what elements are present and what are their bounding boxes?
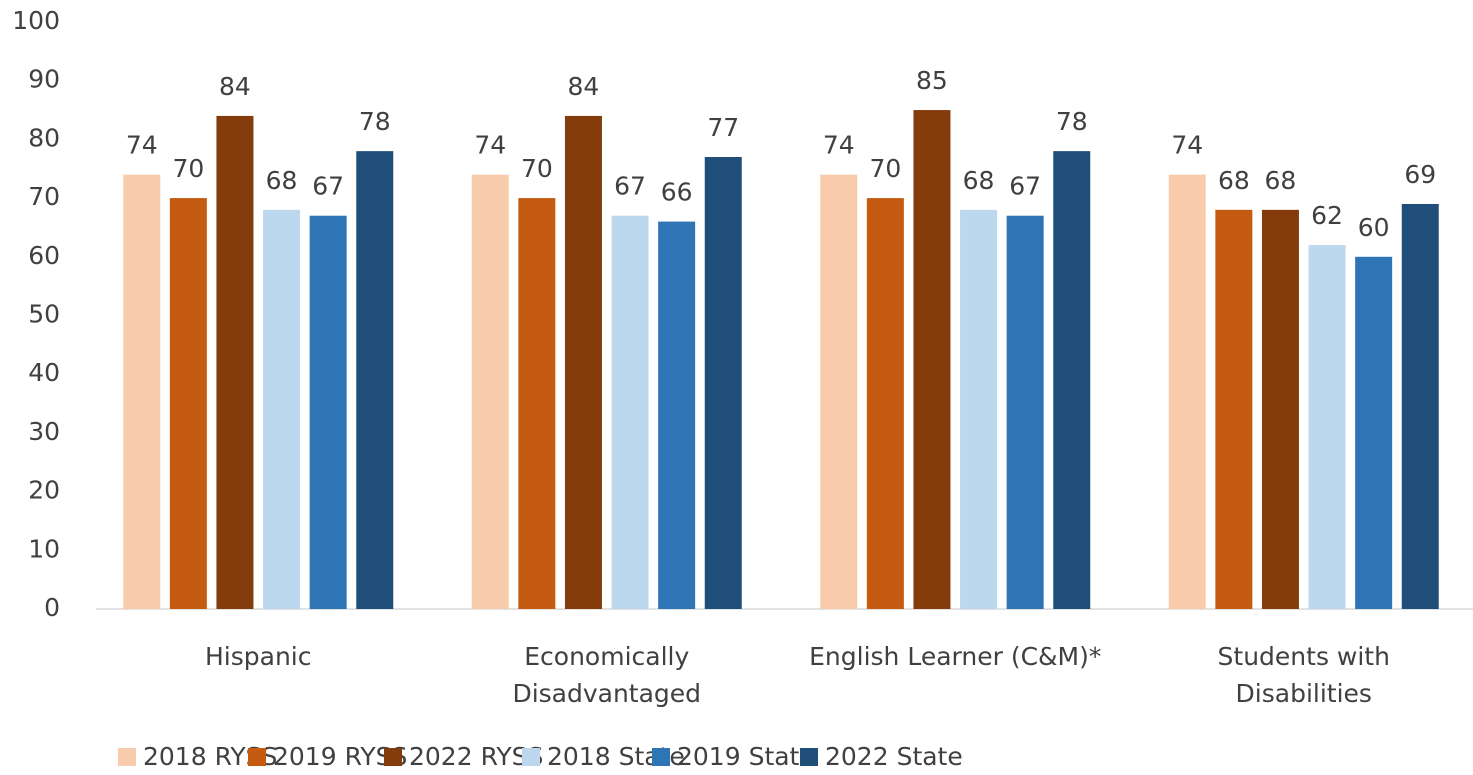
y-tick-label: 70: [28, 182, 60, 211]
y-tick-label: 20: [28, 476, 60, 505]
legend-swatch: [522, 748, 540, 766]
bar: [356, 151, 394, 609]
legend-label: 2022 State: [825, 742, 963, 771]
value-label: 69: [1404, 160, 1436, 189]
bar: [518, 198, 556, 609]
bar: [1401, 203, 1439, 609]
bar: [658, 221, 696, 609]
bar: [309, 215, 347, 609]
value-label: 84: [219, 72, 251, 101]
bar: [263, 209, 301, 609]
value-label: 78: [1056, 107, 1088, 136]
value-label: 70: [172, 154, 204, 183]
x-tick-label: English Learner (C&M)*: [809, 642, 1101, 671]
bar: [611, 215, 649, 609]
bar: [913, 110, 951, 610]
y-tick-label: 40: [28, 358, 60, 387]
bar: [1355, 256, 1393, 609]
value-label: 62: [1311, 201, 1343, 230]
bar: [1261, 209, 1299, 609]
legend-swatch: [800, 748, 818, 766]
bar: [1215, 209, 1253, 609]
bar: [1168, 174, 1206, 609]
value-label: 67: [614, 172, 646, 201]
bar: [704, 157, 742, 609]
y-tick-label: 100: [12, 6, 60, 35]
value-label: 70: [521, 154, 553, 183]
legend-swatch: [384, 748, 402, 766]
legend-label: 2022 RYSS: [409, 742, 543, 771]
y-tick-label: 10: [28, 534, 60, 563]
bar: [216, 115, 254, 610]
bar: [1308, 245, 1346, 609]
value-label: 60: [1358, 213, 1390, 242]
bar: [820, 174, 858, 609]
x-tick-label: Economically Disadvantaged: [512, 642, 701, 708]
y-tick-label: 80: [28, 123, 60, 152]
value-label: 78: [359, 107, 391, 136]
bar: [866, 198, 904, 609]
y-tick-label: 30: [28, 417, 60, 446]
x-tick-label: Students with Disabilities: [1218, 642, 1390, 708]
legend-swatch: [118, 748, 136, 766]
bar: [960, 209, 998, 609]
value-label: 68: [1265, 166, 1297, 195]
value-label: 68: [266, 166, 298, 195]
bar: [169, 198, 207, 609]
bar: [564, 115, 602, 610]
bar: [471, 174, 509, 609]
value-label: 77: [707, 113, 739, 142]
bar: [1053, 151, 1091, 609]
value-label: 68: [1218, 166, 1250, 195]
legend-swatch: [652, 748, 670, 766]
y-tick-label: 50: [28, 300, 60, 329]
legend-swatch: [248, 748, 266, 766]
bar: [123, 174, 161, 609]
value-label: 74: [126, 131, 158, 160]
value-label: 67: [1009, 172, 1041, 201]
value-label: 68: [963, 166, 995, 195]
value-label: 67: [312, 172, 344, 201]
value-label: 66: [661, 178, 693, 207]
y-tick-label: 60: [28, 241, 60, 270]
bar: [1006, 215, 1044, 609]
y-tick-label: 90: [28, 65, 60, 94]
value-label: 84: [568, 72, 600, 101]
value-label: 70: [869, 154, 901, 183]
value-label: 74: [474, 131, 506, 160]
y-tick-label: 0: [44, 593, 60, 622]
value-label: 74: [823, 131, 855, 160]
x-tick-label: Hispanic: [205, 642, 312, 671]
value-label: 85: [916, 66, 948, 95]
value-label: 74: [1171, 131, 1203, 160]
legend-label: 2019 State: [677, 742, 815, 771]
